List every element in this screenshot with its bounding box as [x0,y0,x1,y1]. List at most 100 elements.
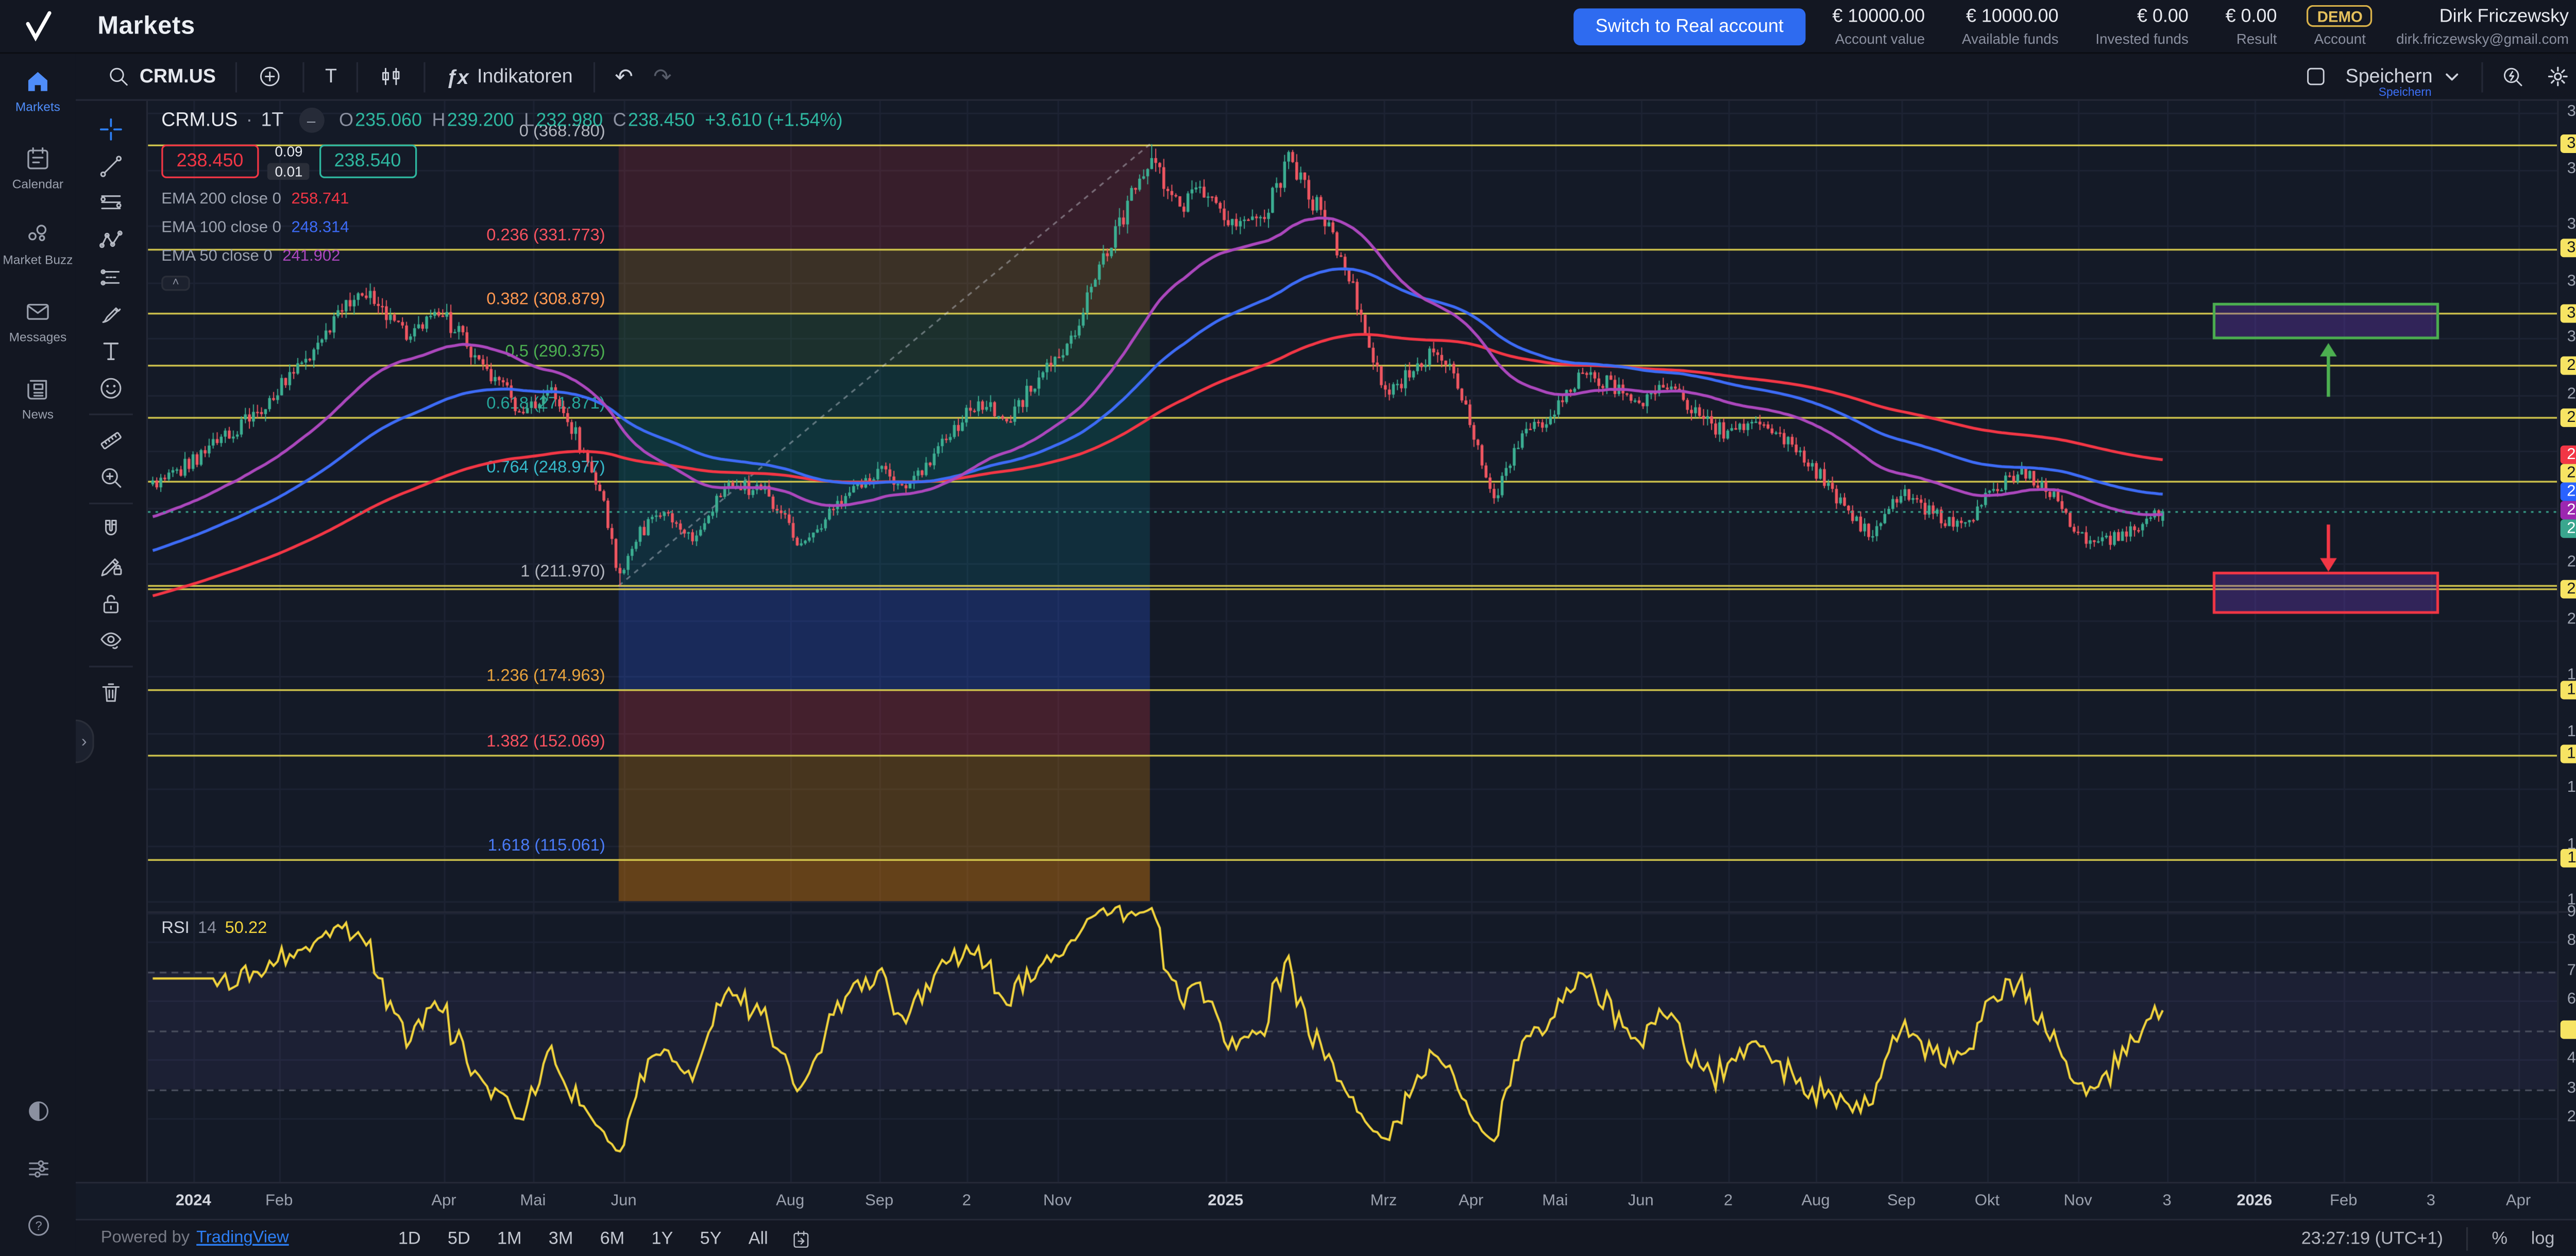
hide-drawings-tool-icon[interactable] [88,622,134,659]
time-axis-label: Sep [1887,1192,1916,1211]
undo-button[interactable]: ↶ [615,63,633,89]
drawing-mode-tool-icon[interactable] [88,548,134,585]
account-metrics: € 10000.00 Account value € 10000.00 Availab… [1833,6,2277,46]
range-button-1y[interactable]: 1Y [651,1228,673,1248]
chart-style-button[interactable] [369,64,414,89]
preferences-icon[interactable] [24,1155,51,1182]
symbol-search-button[interactable]: CRM.US [96,64,226,89]
chart-plot-area[interactable]: 0 (368.780)0.236 (331.773)0.382 (308.879… [148,100,2557,1182]
chart-settings-icon[interactable] [2545,64,2570,89]
range-button-all[interactable]: All [748,1228,768,1248]
quick-search-icon[interactable] [2500,64,2525,89]
time-axis[interactable]: 2024 Feb Apr Mai Jun Aug Sep 2 Nov 2025 Mrz Apr Mai J… [75,1181,2576,1219]
range-button-1m[interactable]: 1M [497,1228,522,1248]
time-axis-label: Mai [520,1192,546,1211]
price-badge: 271.871 [2560,408,2576,427]
legend-collapse-button[interactable]: – [298,107,324,133]
legend-collapse-chevron[interactable]: ˄ [161,276,190,291]
price-tick: 360.000 [2567,159,2576,178]
metric-label: Available funds [1961,29,2059,46]
sidebar-item-label: News [22,406,54,421]
long-short-position-tool-icon[interactable] [88,259,134,296]
time-axis-label: Apr [1459,1192,1484,1211]
rsi-tick: 70.00 [2567,961,2576,980]
account-metric: € 0.00 Invested funds [2095,6,2188,46]
clock[interactable]: 23:27:19 (UTC+1) [2301,1228,2443,1248]
percent-scale-button[interactable]: % [2492,1228,2508,1248]
rsi-badge: 50.22 [2560,1020,2576,1039]
user-info: Dirk Friczewsky dirk.friczewsky@gmail.co… [2396,6,2569,46]
time-axis-label: Apr [431,1192,456,1211]
indicators-button[interactable]: ƒx Indikatoren [446,64,573,89]
time-axis-label: Feb [265,1192,293,1211]
range-button-6m[interactable]: 6M [600,1228,625,1248]
price-tick: 160.000 [2567,722,2576,741]
remove-drawings-tool-icon[interactable] [88,674,134,711]
price-tick: 340.000 [2567,215,2576,234]
log-scale-button[interactable]: log [2531,1228,2555,1248]
go-to-date-icon[interactable] [790,1226,811,1251]
crosshair-tool-icon[interactable] [88,111,134,148]
zoom-in-tool-icon[interactable] [88,459,134,496]
fib-retracement-tool-icon[interactable] [88,185,134,222]
metric-label: Invested funds [2095,29,2189,46]
lock-all-tool-icon[interactable] [88,585,134,622]
top-bar: Markets Switch to Real account € 10000.0… [0,0,2576,54]
fx-icon: ƒx [446,64,469,89]
magnet-tool-icon[interactable] [88,511,134,548]
time-axis-label: Sep [865,1192,894,1211]
buy-ask-button[interactable]: 238.540 [319,144,416,178]
sell-bid-button[interactable]: 238.450 [161,144,259,178]
range-button-5y[interactable]: 5Y [700,1228,722,1248]
home-icon [24,67,52,96]
sidebar-item-news[interactable]: News [3,374,73,422]
range-button-5d[interactable]: 5D [447,1228,470,1248]
candles-icon [379,64,404,89]
calendar-icon [24,144,52,172]
time-axis-label: Okt [1974,1192,2000,1211]
buzz-icon [24,220,52,249]
plus-circle-icon [258,64,283,89]
chart-series-canvas [148,100,2557,1182]
interval-button[interactable]: T [325,66,337,87]
rsi-tick: 30.00 [2567,1079,2576,1098]
help-icon[interactable]: ? [24,1212,51,1239]
save-layout-button[interactable]: Speichern Speichern [2346,64,2465,99]
sidebar-item-label: Markets [15,99,60,114]
price-badge: 174.963 [2560,681,2576,700]
theme-toggle-icon[interactable] [24,1098,51,1125]
text-tool-icon[interactable] [88,333,134,370]
account-metric: € 10000.00 Available funds [1962,6,2059,46]
chart-bottom-bar: Powered by TradingView 1D 5D 1M 3M 6M 1Y 5Y All… [75,1218,2576,1256]
range-button-3m[interactable]: 3M [548,1228,573,1248]
redo-button[interactable]: ↷ [653,63,672,89]
time-axis-label: Mai [1542,1192,1568,1211]
sidebar-item-calendar[interactable]: Calendar [3,144,73,192]
price-axis[interactable]: 380.000 360.000 340.000 320.000 300.000 280.0… [2557,100,2576,1182]
layout-button[interactable] [2303,64,2329,89]
sidebar-item-market-buzz[interactable]: Market Buzz [3,220,73,268]
time-axis-label: Jun [611,1192,637,1211]
nav-sidebar: Markets Calendar Market Buzz Messages News ? [0,54,76,1256]
sidebar-item-markets[interactable]: Markets [3,67,73,115]
sidebar-item-label: Market Buzz [3,252,73,268]
time-axis-label: 2 [1723,1192,1733,1211]
range-button-1d[interactable]: 1D [398,1228,421,1248]
ruler-tool-icon[interactable] [88,422,134,459]
sidebar-item-messages[interactable]: Messages [3,297,73,345]
brush-tool-icon[interactable] [88,296,134,333]
metric-label: Account value [1835,29,1925,46]
emoji-tool-icon[interactable] [88,370,134,407]
price-tick: 380.000 [2567,103,2576,121]
time-axis-label: Jun [1628,1192,1654,1211]
trend-line-tool-icon[interactable] [88,148,134,185]
news-icon [24,374,52,402]
price-badge: 241.902 [2560,500,2576,519]
symbol-name: CRM.US [139,66,216,87]
price-tick: 140.000 [2567,778,2576,797]
xabcd-pattern-tool-icon[interactable] [88,222,134,259]
user-email: dirk.friczewsky@gmail.com [2396,29,2569,46]
switch-to-real-account-button[interactable]: Switch to Real account [1573,7,1806,45]
compare-add-symbol-button[interactable] [248,64,293,89]
tradingview-link[interactable]: TradingView [196,1229,289,1248]
